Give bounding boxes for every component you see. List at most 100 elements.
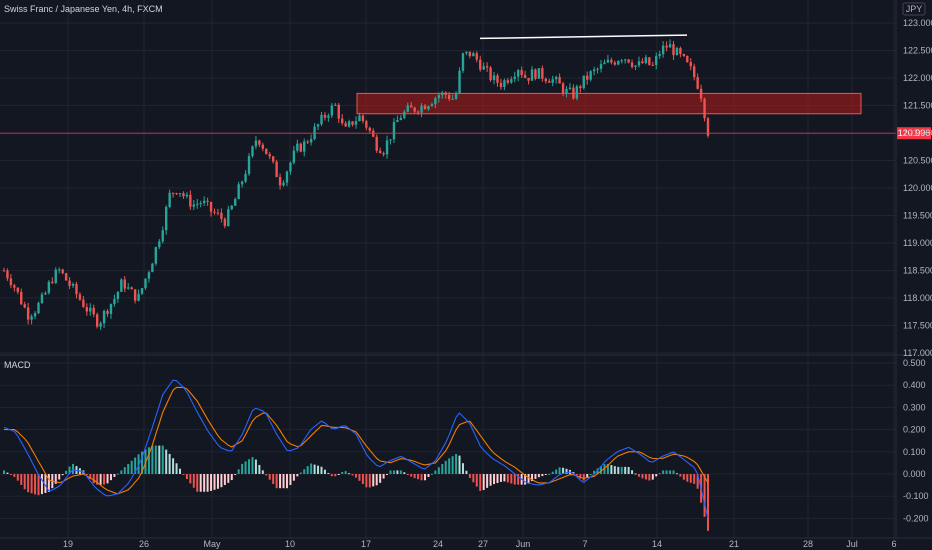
- candle-body: [61, 269, 64, 274]
- macd-tick-label: 0.400: [903, 380, 926, 390]
- candle-body: [416, 111, 420, 113]
- macd-histogram-bar: [89, 474, 92, 479]
- candle-body: [268, 154, 271, 157]
- macd-histogram-bar: [358, 474, 361, 481]
- candle-body: [258, 140, 261, 145]
- macd-histogram-bar: [479, 474, 482, 491]
- last-price-badge[interactable]: [897, 127, 931, 140]
- macd-histogram-bar: [482, 474, 485, 491]
- macd-histogram-bar: [444, 460, 447, 474]
- macd-histogram-bar: [606, 464, 609, 474]
- macd-histogram-bar: [192, 474, 195, 488]
- candle-body: [554, 76, 558, 80]
- candle-body: [382, 153, 385, 155]
- macd-histogram-bar: [448, 458, 451, 474]
- candle-body: [26, 307, 30, 320]
- price-tick-label: 122.500: [903, 46, 932, 56]
- candle-body: [686, 55, 689, 63]
- candle-body: [20, 291, 23, 305]
- macd-histogram-bar: [644, 474, 647, 480]
- macd-histogram-bar: [493, 474, 496, 485]
- resistance-trendline[interactable]: [479, 34, 688, 40]
- candle-body: [99, 323, 102, 327]
- candle-body: [410, 105, 413, 108]
- macd-histogram-bar: [109, 474, 112, 481]
- macd-histogram-bar: [13, 474, 16, 477]
- candle-body: [510, 79, 513, 83]
- macd-histogram-bar: [403, 472, 406, 474]
- time-tick-label: 27: [478, 539, 488, 549]
- macd-histogram-bar: [299, 472, 302, 474]
- candle-body: [523, 74, 527, 78]
- candle-body: [6, 270, 9, 279]
- candle-body: [548, 81, 551, 83]
- macd-histogram-bar: [372, 474, 375, 487]
- candle-body: [682, 53, 686, 56]
- candle-body: [430, 104, 434, 107]
- candle-body: [668, 44, 672, 48]
- macd-histogram-bar: [330, 474, 333, 477]
- candle-body: [441, 92, 444, 96]
- macd-histogram-bar: [682, 474, 685, 480]
- price-tick-label: 117.000: [903, 348, 932, 358]
- candle-body: [530, 69, 534, 81]
- candle-body: [123, 279, 126, 289]
- candle-body: [240, 181, 244, 185]
- candle-body: [627, 59, 630, 63]
- macd-histogram-bar: [230, 474, 233, 481]
- macd-tick-label: 0.100: [903, 447, 926, 457]
- macd-histogram-bar: [185, 474, 188, 480]
- candle-body: [606, 59, 610, 63]
- currency-badge[interactable]: JPY: [902, 2, 926, 16]
- candle-body: [278, 177, 282, 186]
- candle-body: [320, 114, 323, 125]
- time-tick-label: May: [203, 539, 221, 549]
- candle-body: [340, 118, 344, 124]
- candle-body: [271, 156, 275, 162]
- macd-histogram-bar: [275, 474, 278, 489]
- candle-body: [51, 281, 54, 283]
- macd-histogram-bar: [199, 474, 202, 492]
- macd-histogram-bar: [234, 474, 237, 475]
- macd-histogram-bar: [355, 474, 357, 478]
- candle-body: [399, 117, 403, 121]
- candle-body: [182, 193, 185, 197]
- candle-body: [534, 69, 537, 79]
- macd-histogram-bar: [579, 474, 582, 479]
- candle-body: [461, 53, 465, 71]
- macd-histogram-bar: [424, 474, 427, 481]
- macd-histogram-bar: [134, 457, 137, 474]
- candle-body: [575, 86, 579, 99]
- candle-body: [451, 98, 454, 100]
- macd-histogram-bar: [375, 474, 378, 486]
- macd-histogram-bar: [707, 474, 709, 531]
- candle-body: [309, 139, 313, 143]
- candle-body: [492, 75, 496, 81]
- candle-body: [692, 66, 696, 78]
- candle-body: [389, 139, 392, 141]
- macd-histogram-bar: [261, 470, 264, 474]
- macd-histogram-bar: [679, 474, 682, 477]
- candle-body: [334, 104, 337, 106]
- candle-body: [120, 279, 123, 292]
- macd-histogram-bar: [296, 474, 299, 477]
- candle-body: [361, 115, 365, 122]
- candle-body: [551, 79, 554, 83]
- macd-histogram-bar: [223, 474, 226, 486]
- macd-histogram-bar: [27, 474, 30, 493]
- price-tick-label: 119.000: [903, 238, 932, 248]
- macd-histogram-bar: [662, 470, 665, 474]
- candle-body: [147, 272, 151, 279]
- candle-body: [385, 140, 389, 155]
- macd-histogram-bar: [637, 474, 640, 477]
- candle-body: [620, 60, 623, 62]
- macd-tick-label: -0.200: [903, 513, 929, 523]
- supply-zone[interactable]: [356, 92, 862, 115]
- candle-body: [133, 289, 137, 301]
- macd-histogram-bar: [586, 474, 589, 478]
- macd-histogram-bar: [244, 461, 247, 474]
- macd-histogram-bar: [389, 470, 392, 474]
- candle-body: [327, 115, 330, 118]
- candle-body: [537, 68, 541, 79]
